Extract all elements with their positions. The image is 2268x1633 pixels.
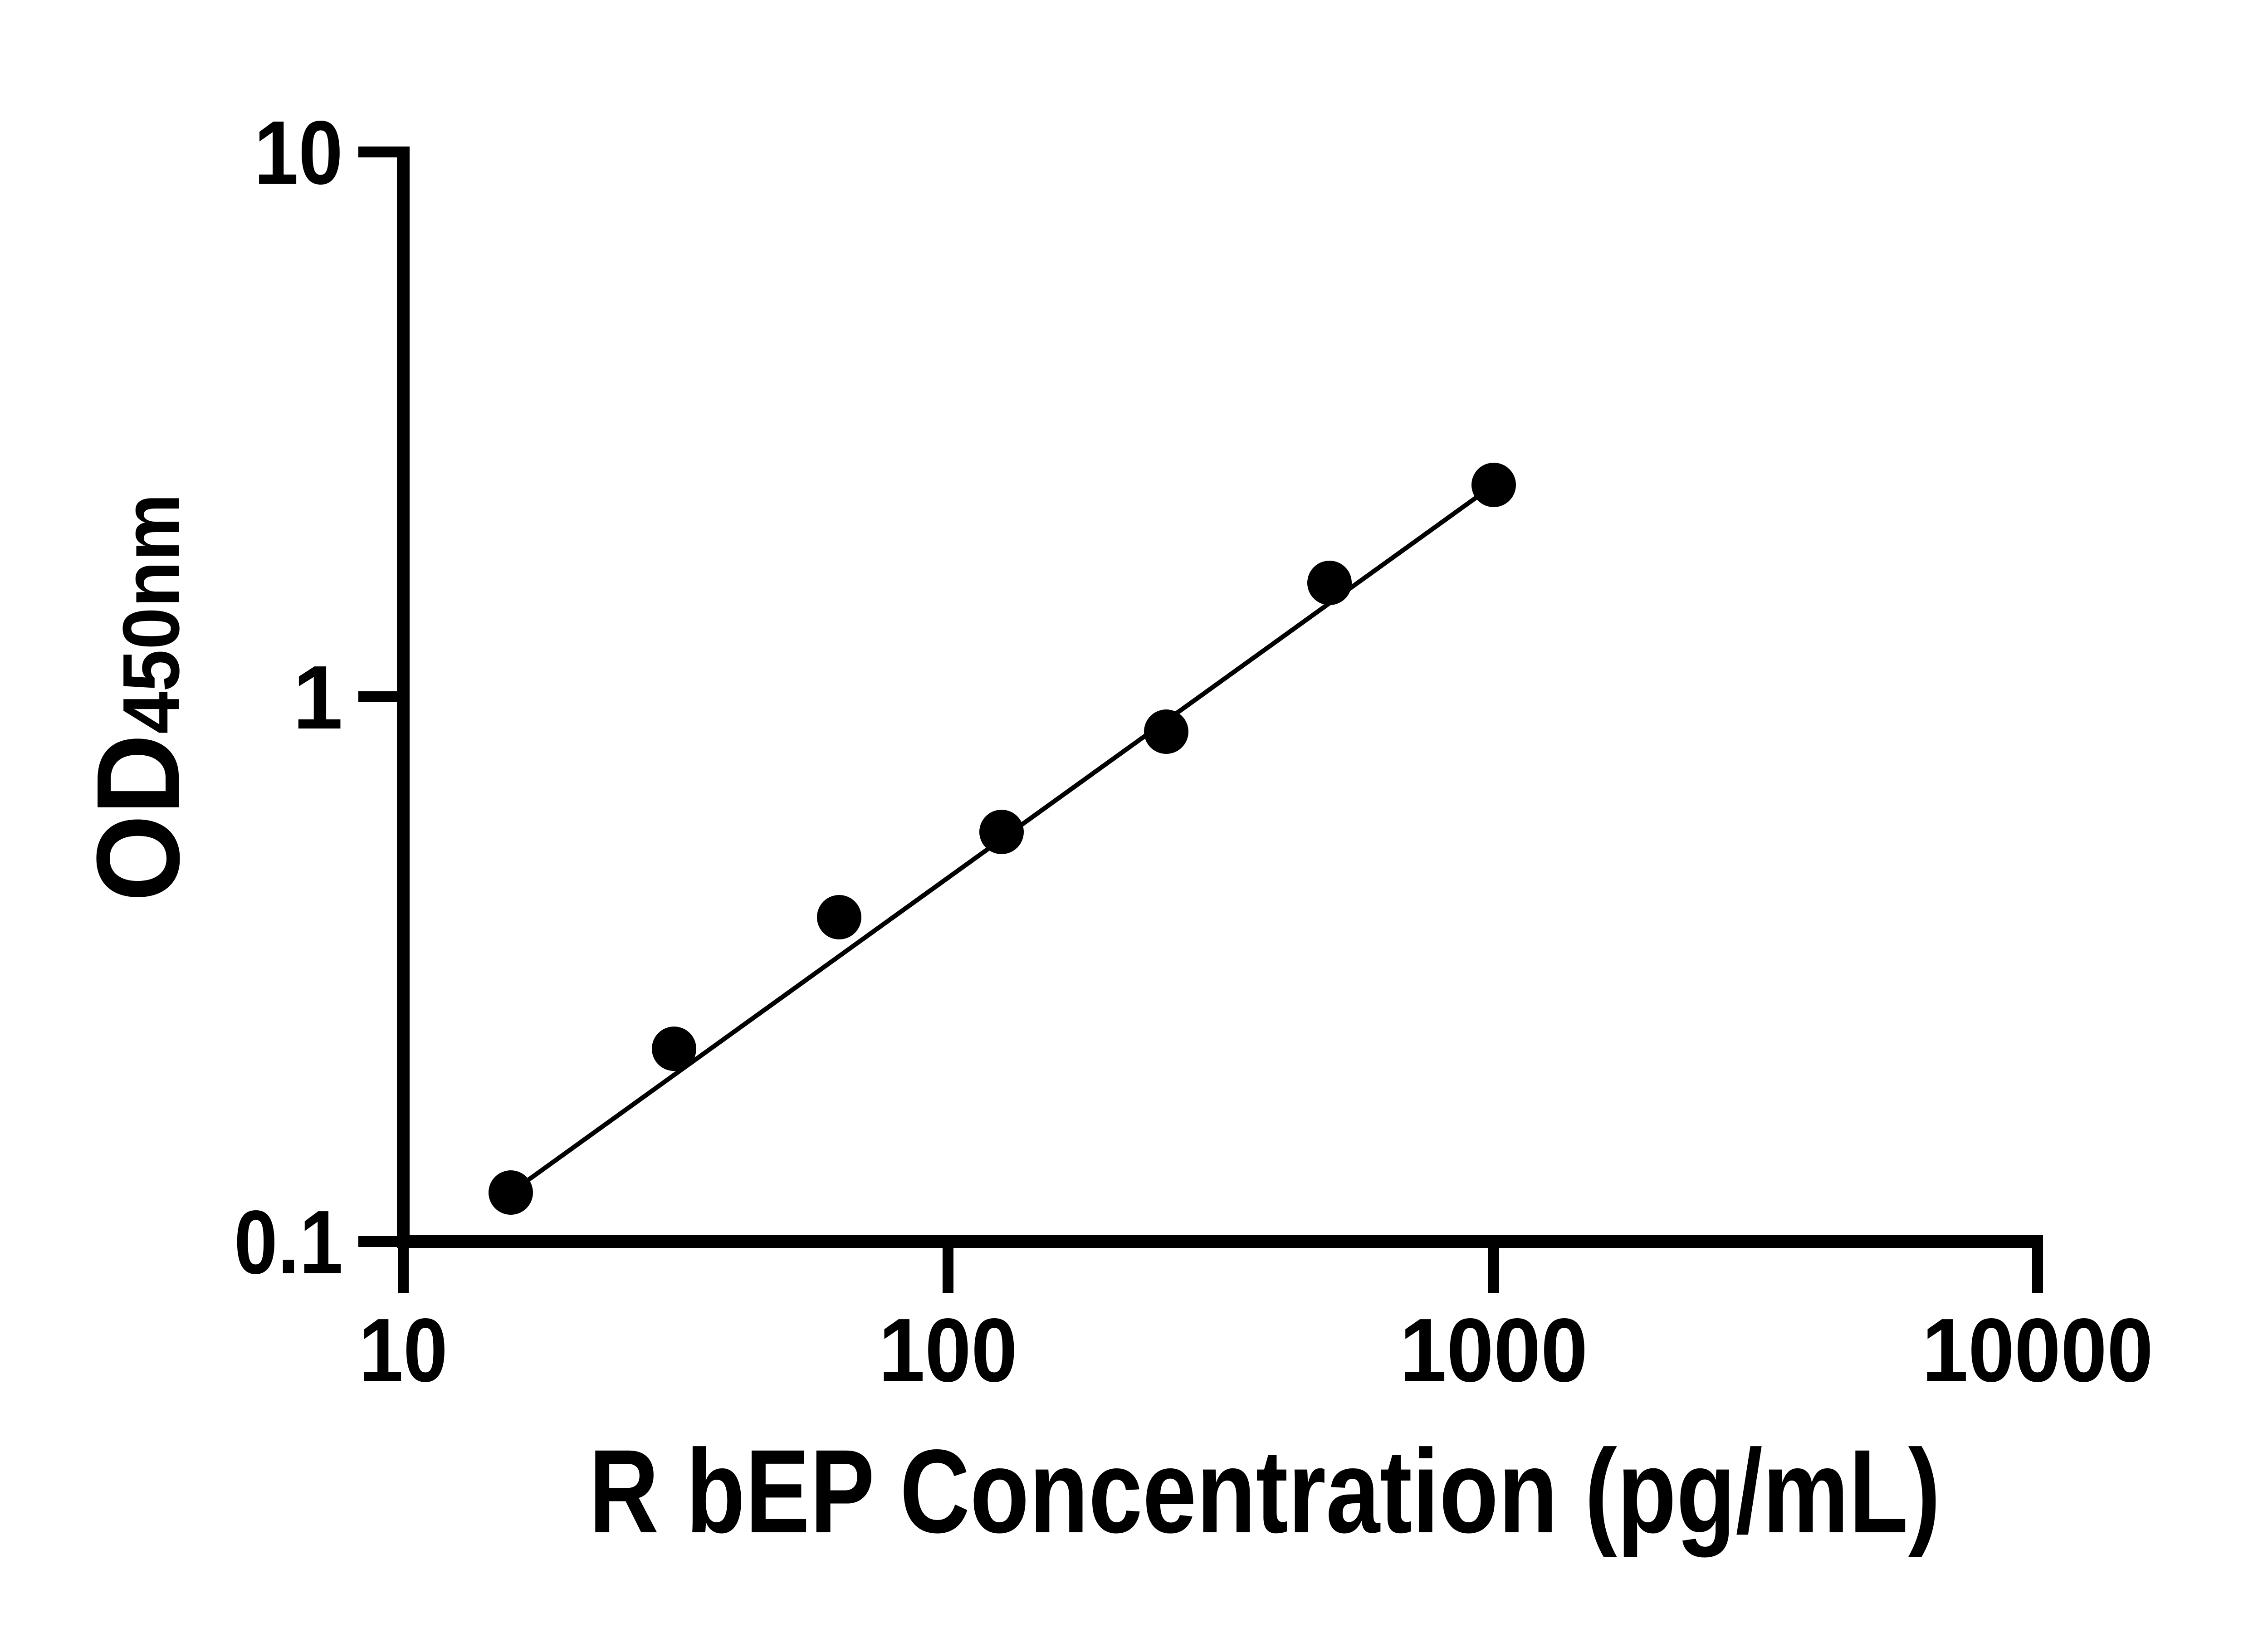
svg-text:10000: 10000 — [1922, 1300, 2153, 1401]
svg-text:R bEP Concentration (pg/mL): R bEP Concentration (pg/mL) — [589, 1425, 1941, 1558]
svg-text:10: 10 — [254, 103, 343, 203]
svg-text:10: 10 — [359, 1300, 448, 1401]
svg-text:1: 1 — [293, 647, 343, 748]
svg-text:0.1: 0.1 — [234, 1192, 343, 1293]
svg-text:100: 100 — [879, 1300, 1017, 1401]
svg-text:1000: 1000 — [1400, 1300, 1588, 1401]
svg-text:OD450nm: OD450nm — [73, 494, 204, 902]
